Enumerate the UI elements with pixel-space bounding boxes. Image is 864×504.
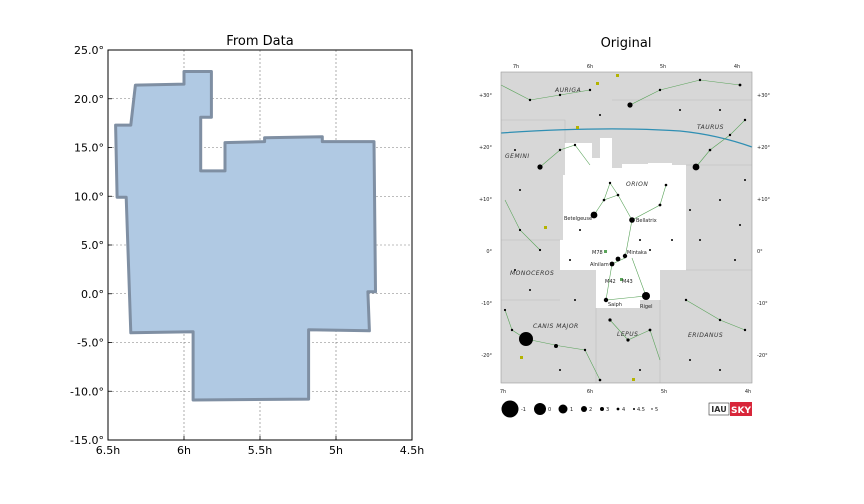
x-tick-label: 5h	[329, 444, 343, 457]
svg-text:Alnilam: Alnilam	[590, 262, 609, 268]
svg-text:+20°: +20°	[757, 145, 771, 151]
star-sirius	[519, 332, 533, 346]
stars	[503, 78, 747, 382]
original-panel-title: Original	[601, 36, 652, 51]
svg-text:4h: 4h	[745, 389, 751, 395]
star-alnilam	[609, 261, 615, 267]
svg-text:4: 4	[622, 407, 625, 413]
constellation-lines	[500, 79, 746, 381]
svg-text:0: 0	[548, 407, 551, 413]
svg-text:+20°: +20°	[479, 145, 493, 151]
svg-text:M78: M78	[592, 250, 603, 256]
svg-text:5: 5	[655, 407, 658, 413]
y-tick-label: -10.0°	[70, 385, 104, 398]
sky-ra-bottom-labels: 7h 6h 5h 4h	[500, 389, 751, 395]
original-panel: Original	[479, 36, 771, 418]
star-betelgeuse	[590, 211, 598, 219]
constellation-labels: AURIGA TAURUS GEMINI ORION MONOCEROS CAN…	[505, 87, 724, 339]
svg-text:-20°: -20°	[757, 353, 768, 359]
svg-text:Mintaka: Mintaka	[627, 250, 647, 256]
svg-text:ERIDANUS: ERIDANUS	[688, 332, 723, 339]
x-tick-label: 4.5h	[400, 444, 424, 457]
sky-chart-frame	[500, 71, 753, 384]
y-tick-label: 0.0°	[81, 288, 104, 301]
star-saiph	[603, 297, 609, 303]
x-tick-label: 6.5h	[96, 444, 120, 457]
svg-text:7h: 7h	[500, 389, 506, 395]
deep-sky-objects	[520, 74, 635, 381]
svg-text:0°: 0°	[486, 249, 492, 255]
svg-text:AURIGA: AURIGA	[554, 87, 581, 94]
sky-ra-top-labels: 7h 6h 5h 4h	[513, 64, 740, 70]
svg-text:1: 1	[570, 407, 573, 413]
svg-text:ORION: ORION	[626, 181, 648, 188]
y-tick-label: -5.0°	[77, 337, 104, 350]
svg-text:7h: 7h	[513, 64, 519, 70]
x-tick-label: 6h	[177, 444, 191, 457]
sky-dec-left-labels: +30° +20° +10° 0° -10° -20°	[479, 93, 493, 359]
svg-text:CANIS MAJOR: CANIS MAJOR	[533, 323, 579, 330]
svg-text:5h: 5h	[660, 64, 666, 70]
svg-text:-10°: -10°	[757, 301, 768, 307]
svg-text:6h: 6h	[587, 389, 593, 395]
svg-text:+10°: +10°	[479, 197, 493, 203]
star-bellatrix	[629, 217, 635, 223]
star-elnath	[627, 102, 633, 108]
y-axis: 25.0° 20.0° 15.0° 10.0° 5.0° 0.0° -5.0° -10.0° -…	[70, 44, 112, 447]
svg-text:MONOCEROS: MONOCEROS	[510, 270, 554, 277]
y-tick-label: 10.0°	[74, 190, 104, 203]
svg-text:Rigel: Rigel	[640, 304, 653, 310]
star-aldebaran	[692, 163, 700, 171]
boundary-lines	[501, 99, 752, 383]
star-alhena	[537, 164, 543, 170]
star-rigel	[642, 292, 650, 300]
svg-text:Bellatrix: Bellatrix	[636, 218, 657, 224]
magnitude-legend: -1 0 1 2 3 4 4.5 5	[501, 400, 658, 418]
svg-text:GEMINI: GEMINI	[505, 153, 530, 160]
iau-logo: IAU	[708, 402, 730, 416]
svg-text:2: 2	[589, 407, 592, 413]
y-tick-label: 25.0°	[74, 44, 104, 57]
data-panel-title: From Data	[226, 34, 293, 49]
svg-text:LEPUS: LEPUS	[617, 331, 638, 338]
svg-text:M43: M43	[622, 279, 633, 285]
ecliptic-line	[500, 128, 753, 148]
svg-text:+10°: +10°	[757, 197, 771, 203]
svg-text:TAURUS: TAURUS	[697, 124, 724, 131]
svg-text:6h: 6h	[587, 64, 593, 70]
sky-chart-image: AURIGA TAURUS GEMINI ORION MONOCEROS CAN…	[500, 71, 753, 384]
sky-dec-right-labels: +30° +20° +10° 0° -10° -20°	[757, 93, 771, 359]
svg-text:IAU: IAU	[711, 405, 726, 414]
orion-region	[560, 138, 686, 308]
svg-text:-1: -1	[521, 407, 526, 413]
svg-text:Betelgeuse: Betelgeuse	[564, 216, 592, 222]
svg-text:SKY: SKY	[731, 406, 751, 416]
svg-text:4h: 4h	[734, 64, 740, 70]
svg-text:M42: M42	[605, 279, 616, 285]
data-panel: From Data 6.5h 6h 5.5h 5h 4.5h 25.0° 20.0° 15.…	[70, 34, 424, 457]
svg-text:5h: 5h	[661, 389, 667, 395]
y-tick-label: 15.0°	[74, 142, 104, 155]
svg-text:+30°: +30°	[757, 93, 771, 99]
y-tick-label: -15.0°	[70, 434, 104, 447]
star-alnitak	[622, 253, 628, 259]
svg-text:0°: 0°	[757, 249, 763, 255]
svg-text:3: 3	[606, 407, 609, 413]
star-murzim	[554, 344, 558, 348]
x-tick-label: 5.5h	[248, 444, 272, 457]
svg-text:4.5: 4.5	[637, 407, 645, 413]
svg-text:-20°: -20°	[481, 353, 492, 359]
y-tick-label: 20.0°	[74, 93, 104, 106]
y-tick-label: 5.0°	[81, 239, 104, 252]
x-axis: 6.5h 6h 5.5h 5h 4.5h	[96, 436, 424, 457]
constellation-boundary-polygon	[114, 70, 377, 402]
star-mintaka	[615, 256, 621, 262]
star-labels: Betelgeuse Bellatrix Mintaka Alnilam Sai…	[564, 216, 657, 310]
sky-logo: SKY	[730, 402, 752, 416]
svg-text:Saiph: Saiph	[608, 302, 622, 308]
svg-text:+30°: +30°	[479, 93, 493, 99]
svg-text:-10°: -10°	[481, 301, 492, 307]
